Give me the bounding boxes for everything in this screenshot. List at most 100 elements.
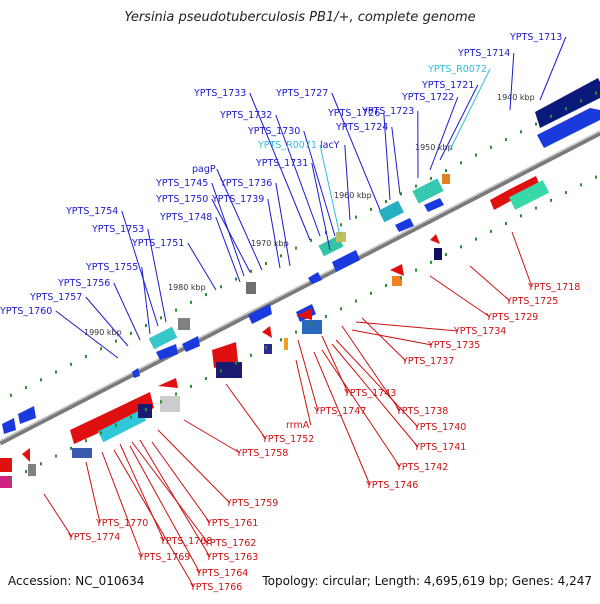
- gene-label-reverse[interactable]: YPTS_1718: [527, 282, 580, 293]
- gene-arrow[interactable]: [262, 326, 272, 338]
- tick-dot: [145, 408, 147, 411]
- gene-block[interactable]: [0, 476, 12, 488]
- gene-block[interactable]: [434, 248, 442, 260]
- gene-label-forward[interactable]: YPTS_1713: [509, 32, 562, 43]
- gene-label-forward[interactable]: YPTS_1736: [219, 178, 272, 189]
- gene-label-forward[interactable]: YPTS_1722: [401, 92, 454, 103]
- gene-label-forward[interactable]: YPTS_1739: [211, 194, 264, 205]
- gene-label-forward[interactable]: YPTS_1731: [255, 158, 308, 169]
- kbp-label-1970: 1970 kbp: [251, 239, 289, 248]
- gene-label-forward[interactable]: YPTS_R0071: [257, 140, 317, 151]
- gene-label-forward[interactable]: YPTS_1750: [155, 194, 208, 205]
- gene-arrow[interactable]: [430, 234, 440, 244]
- tick-dot: [160, 316, 162, 319]
- tick-dot: [595, 176, 597, 179]
- tick-dot: [580, 99, 582, 102]
- gene-label-forward[interactable]: YPTS_1721: [421, 80, 474, 91]
- gene-block[interactable]: [284, 338, 288, 350]
- gene-label-forward[interactable]: YPTS_1753: [91, 224, 144, 235]
- tick-dot: [250, 270, 252, 273]
- tick-dot: [220, 369, 222, 372]
- gene-label-forward[interactable]: YPTS_1730: [247, 126, 300, 137]
- gene-label-forward[interactable]: YPTS_1745: [155, 178, 208, 189]
- gene-arrow[interactable]: [158, 378, 178, 388]
- gene-label-forward[interactable]: YPTS_1754: [65, 206, 118, 217]
- gene-label-reverse[interactable]: YPTS_1740: [413, 422, 466, 433]
- tick-dot: [160, 400, 162, 403]
- gene-block[interactable]: [28, 464, 36, 476]
- gene-label-forward[interactable]: lacY: [320, 140, 340, 151]
- gene-block[interactable]: [0, 458, 12, 472]
- gene-label-reverse-leader: [352, 330, 432, 345]
- gene-label-reverse[interactable]: YPTS_1758: [235, 448, 288, 459]
- gene-label-reverse[interactable]: YPTS_1737: [401, 356, 454, 367]
- gene-block[interactable]: [442, 174, 450, 184]
- gene-label-reverse[interactable]: YPTS_1725: [505, 296, 558, 307]
- gene-arrow[interactable]: [2, 418, 16, 434]
- gene-label-reverse[interactable]: YPTS_1734: [453, 326, 506, 337]
- gene-label-reverse-leader: [430, 276, 490, 317]
- gene-label-reverse[interactable]: YPTS_1770: [95, 518, 148, 529]
- gene-label-forward-leader: [345, 145, 350, 220]
- tick-dot: [415, 269, 417, 272]
- gene-label-forward[interactable]: YPTS_1757: [29, 292, 82, 303]
- gene-block[interactable]: [216, 362, 242, 378]
- tick-dot: [445, 169, 447, 172]
- tick-dot: [460, 161, 462, 164]
- gene-label-forward[interactable]: YPTS_1714: [457, 48, 510, 59]
- gene-label-reverse[interactable]: YPTS_1766: [189, 582, 242, 593]
- gene-block[interactable]: [302, 320, 322, 334]
- gene-arrow[interactable]: [390, 264, 404, 276]
- tick-dot: [205, 377, 207, 380]
- gene-arrow[interactable]: [22, 448, 30, 462]
- gene-block[interactable]: [378, 201, 404, 223]
- tick-dot: [55, 371, 57, 374]
- gene-arrow[interactable]: [424, 198, 444, 212]
- gene-label-forward[interactable]: YPTS_1748: [159, 212, 212, 223]
- gene-label-forward[interactable]: YPTS_R0072: [427, 64, 487, 75]
- gene-label-reverse[interactable]: YPTS_1735: [427, 340, 480, 351]
- tick-dot: [535, 123, 537, 126]
- gene-label-reverse[interactable]: YPTS_1763: [205, 552, 258, 563]
- tick-dot: [250, 354, 252, 357]
- gene-arrow[interactable]: [18, 406, 36, 424]
- gene-label-forward[interactable]: pagP: [192, 164, 216, 175]
- gene-label-forward[interactable]: YPTS_1751: [131, 238, 184, 249]
- gene-label-reverse[interactable]: YPTS_1774: [67, 532, 120, 543]
- gene-label-reverse[interactable]: YPTS_1729: [485, 312, 538, 323]
- tick-dot: [340, 223, 342, 226]
- gene-label-reverse[interactable]: YPTS_1759: [225, 498, 278, 509]
- gene-label-reverse[interactable]: YPTS_1764: [195, 568, 248, 579]
- gene-label-forward[interactable]: YPTS_1724: [335, 122, 388, 133]
- gene-label-reverse-leader: [184, 420, 240, 453]
- gene-label-reverse[interactable]: YPTS_1746: [365, 480, 418, 491]
- kbp-label-1940: 1940 kbp: [497, 93, 535, 102]
- gene-label-reverse[interactable]: YPTS_1742: [395, 462, 448, 473]
- gene-label-forward[interactable]: YPTS_1756: [57, 278, 110, 289]
- gene-arrow[interactable]: [332, 250, 360, 272]
- gene-block[interactable]: [336, 232, 346, 242]
- gene-label-forward[interactable]: YPTS_1726: [327, 108, 380, 119]
- gene-label-reverse[interactable]: YPTS_1752: [261, 434, 314, 445]
- gene-label-forward[interactable]: YPTS_1733: [193, 88, 246, 99]
- gene-label-forward-leader: [392, 127, 400, 194]
- gene-block[interactable]: [160, 396, 180, 412]
- gene-label-reverse[interactable]: YPTS_1761: [205, 518, 258, 529]
- gene-block[interactable]: [178, 318, 190, 330]
- gene-label-forward-leader: [540, 37, 566, 100]
- gene-label-forward[interactable]: YPTS_1732: [219, 110, 272, 121]
- gene-label-reverse[interactable]: rrmA: [286, 420, 310, 431]
- gene-block[interactable]: [246, 282, 256, 294]
- gene-label-reverse[interactable]: YPTS_1741: [413, 442, 466, 453]
- kbp-label-1950: 1950 kbp: [415, 143, 453, 152]
- gene-label-reverse[interactable]: YPTS_1747: [313, 406, 366, 417]
- gene-label-reverse-leader: [512, 232, 532, 287]
- tick-dot: [520, 130, 522, 133]
- gene-label-forward[interactable]: YPTS_1755: [85, 262, 138, 273]
- gene-label-reverse-leader: [44, 494, 72, 537]
- gene-block[interactable]: [72, 448, 92, 458]
- gene-label-forward[interactable]: YPTS_1727: [275, 88, 328, 99]
- gene-label-reverse[interactable]: YPTS_1769: [137, 552, 190, 563]
- gene-label-forward[interactable]: YPTS_1760: [0, 306, 52, 317]
